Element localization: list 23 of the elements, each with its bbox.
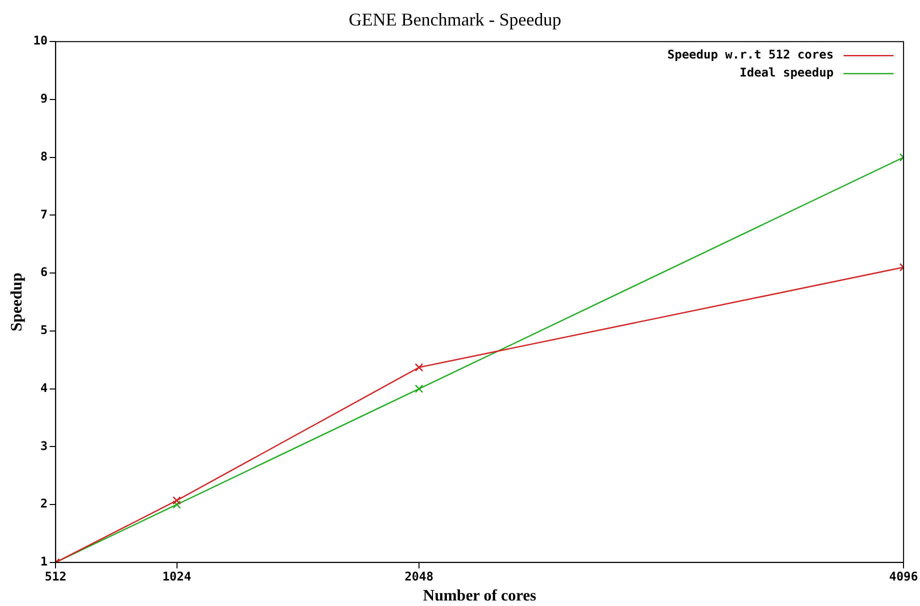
y-axis-title: Speedup (8, 272, 26, 332)
y-tick-label: 9 (40, 92, 48, 106)
point (172, 500, 181, 509)
y-tick-label: 8 (40, 149, 48, 164)
y-tick-label: 6 (40, 265, 48, 280)
x-tick-label: 1024 (162, 570, 192, 584)
y-tick-label: 1 (40, 554, 48, 569)
legend-label: Speedup w.r.t 512 cores (667, 48, 834, 62)
y-tick-label: 2 (40, 496, 48, 511)
x-tick-label: 512 (44, 570, 66, 584)
chart-title: GENE Benchmark - Speedup (348, 10, 562, 30)
x-axis-title: Number of cores (423, 588, 536, 605)
y-tick-label: 7 (40, 207, 48, 222)
y-tick-label: 5 (40, 323, 48, 338)
point (172, 496, 181, 505)
point (414, 363, 424, 372)
x-tick-label: 4096 (889, 570, 918, 584)
point (414, 384, 424, 393)
y-tick-label: 3 (40, 438, 48, 453)
y-tick-label: 10 (33, 34, 48, 48)
y-tick-label: 4 (40, 380, 48, 395)
legend-label: Ideal speedup (740, 66, 834, 80)
x-tick-label: 2048 (404, 570, 434, 584)
